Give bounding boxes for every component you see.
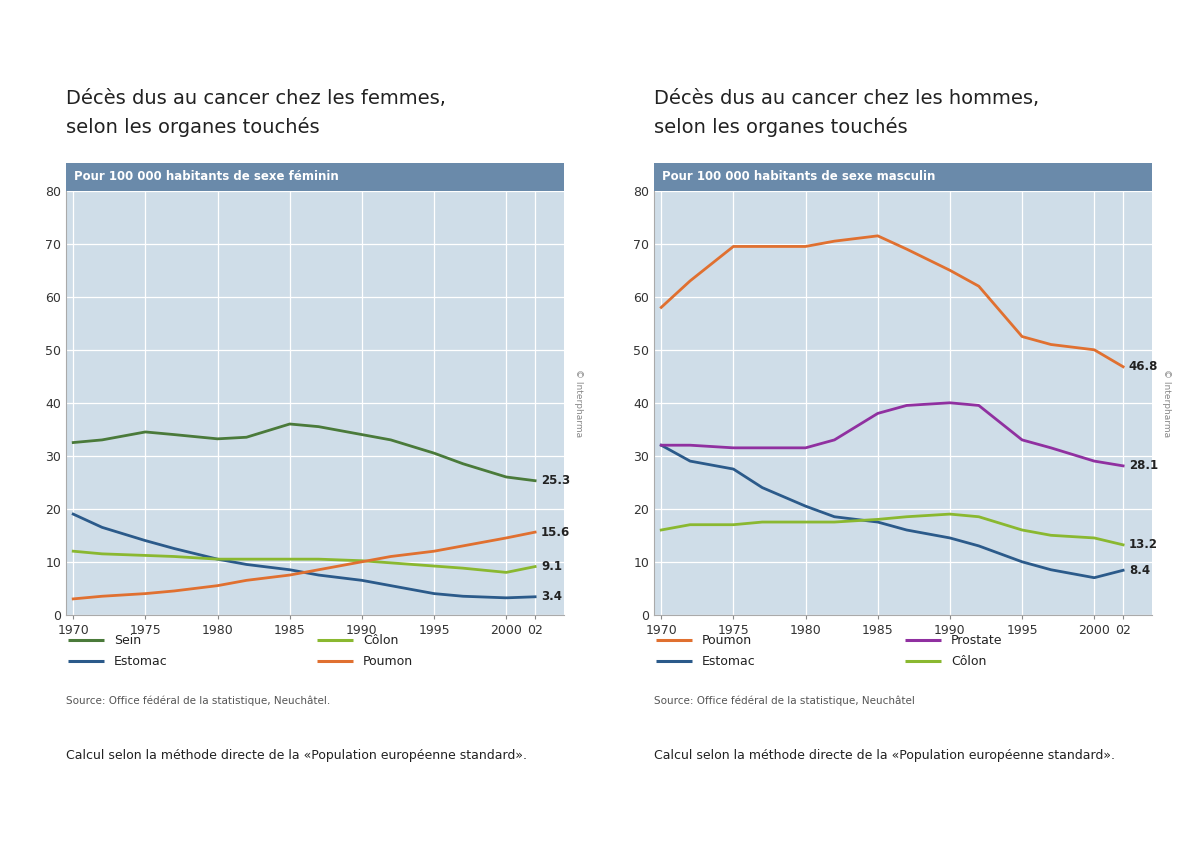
Text: 13.2: 13.2	[1129, 538, 1158, 551]
Text: Décès dus au cancer chez les femmes,: Décès dus au cancer chez les femmes,	[66, 89, 446, 108]
Text: Prostate: Prostate	[952, 633, 1002, 647]
Text: © Interpharma: © Interpharma	[574, 369, 583, 437]
Text: Calcul selon la méthode directe de la «Population européenne standard».: Calcul selon la méthode directe de la «P…	[66, 749, 527, 762]
Text: Poumon: Poumon	[702, 633, 752, 647]
Text: 28.1: 28.1	[1129, 460, 1158, 472]
Text: Calcul selon la méthode directe de la «Population européenne standard».: Calcul selon la méthode directe de la «P…	[654, 749, 1115, 762]
Text: 3.4: 3.4	[541, 590, 562, 603]
Text: selon les organes touchés: selon les organes touchés	[654, 117, 907, 137]
Text: selon les organes touchés: selon les organes touchés	[66, 117, 319, 137]
Text: 8.4: 8.4	[1129, 564, 1150, 577]
Text: Pour 100 000 habitants de sexe masculin: Pour 100 000 habitants de sexe masculin	[662, 170, 936, 183]
Text: Côlon: Côlon	[952, 655, 986, 668]
Text: Estomac: Estomac	[114, 655, 168, 668]
Text: Sein: Sein	[114, 633, 142, 647]
Text: Décès dus au cancer chez les hommes,: Décès dus au cancer chez les hommes,	[654, 89, 1039, 108]
Text: 15.6: 15.6	[541, 526, 570, 538]
Text: Pour 100 000 habitants de sexe féminin: Pour 100 000 habitants de sexe féminin	[74, 170, 340, 183]
Text: Poumon: Poumon	[364, 655, 413, 668]
Text: Source: Office fédéral de la statistique, Neuchâtel.: Source: Office fédéral de la statistique…	[66, 695, 330, 706]
Text: Source: Office fédéral de la statistique, Neuchâtel: Source: Office fédéral de la statistique…	[654, 695, 914, 706]
Text: 25.3: 25.3	[541, 474, 570, 488]
Text: © Interpharma: © Interpharma	[1162, 369, 1171, 437]
Text: Côlon: Côlon	[364, 633, 398, 647]
Text: 46.8: 46.8	[1129, 360, 1158, 373]
Text: Estomac: Estomac	[702, 655, 756, 668]
Text: 9.1: 9.1	[541, 560, 562, 573]
